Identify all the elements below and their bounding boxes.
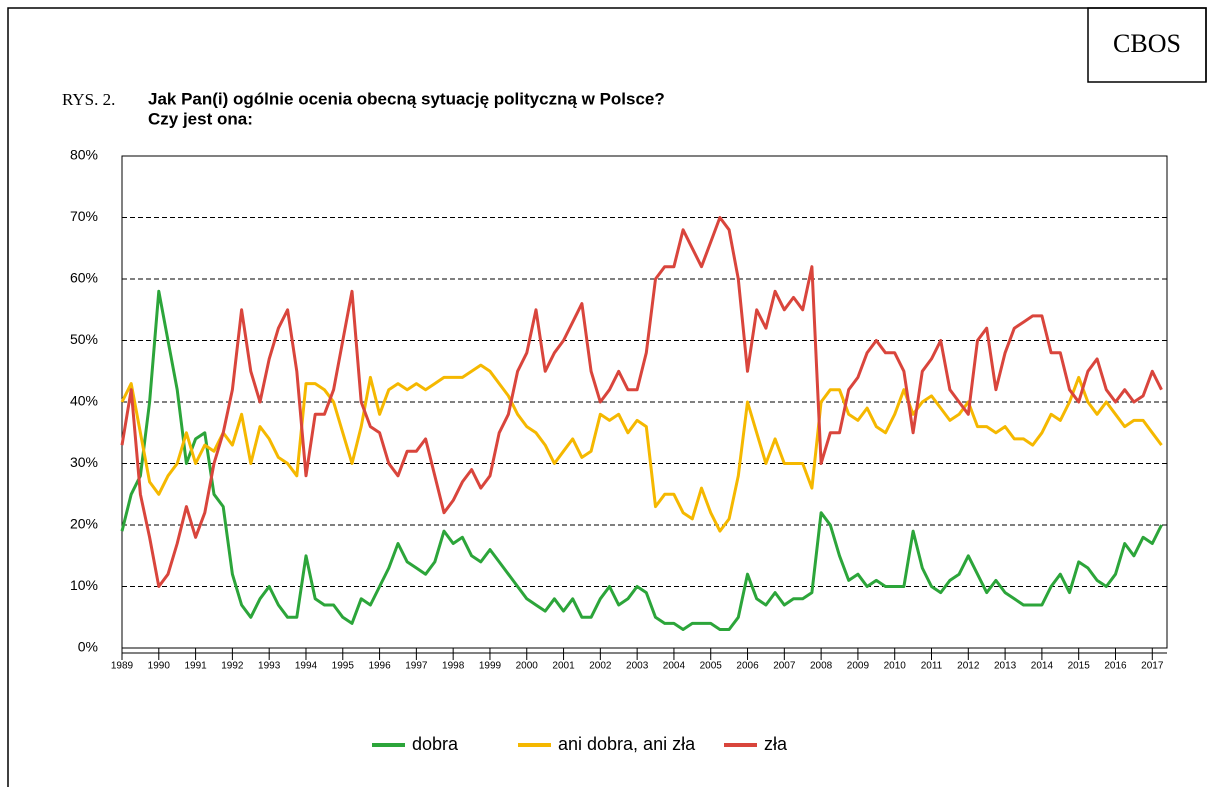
x-tick-label: 1994 [295, 661, 318, 672]
x-tick-label: 1989 [111, 661, 134, 672]
x-tick-label: 2003 [626, 661, 649, 672]
y-tick-label: 20% [70, 516, 98, 532]
x-tick-label: 2002 [589, 661, 612, 672]
figure-label: RYS. 2. [62, 90, 115, 109]
series-line [120, 363, 1163, 533]
x-tick-label: 1998 [442, 661, 465, 672]
source: CBOS [1113, 29, 1181, 58]
y-tick-label: 10% [70, 577, 98, 593]
y-tick-label: 40% [70, 393, 98, 409]
x-tick-label: 2001 [552, 661, 575, 672]
x-tick-label: 2005 [700, 661, 723, 672]
x-tick-label: 2011 [921, 661, 943, 672]
chart-title: Jak Pan(i) ogólnie ocenia obecną sytuacj… [148, 89, 665, 108]
x-tick-label: 2000 [516, 661, 539, 672]
x-tick-label: 1996 [368, 661, 391, 672]
y-tick-label: 50% [70, 331, 98, 347]
x-tick-label: 2004 [663, 661, 686, 672]
x-tick-label: 2013 [994, 661, 1017, 672]
x-tick-label: 1993 [258, 661, 281, 672]
y-tick-label: 30% [70, 454, 98, 470]
x-tick-label: 2007 [773, 661, 796, 672]
x-tick-label: 2012 [957, 661, 980, 672]
y-tick-label: 70% [70, 208, 98, 224]
series-line [120, 216, 1163, 588]
y-tick-label: 0% [78, 639, 98, 655]
x-tick-label: 1995 [332, 661, 355, 672]
x-tick-label: 2009 [847, 661, 870, 672]
x-tick-label: 2017 [1141, 661, 1164, 672]
x-tick-label: 2016 [1104, 661, 1127, 672]
x-tick-label: 2008 [810, 661, 833, 672]
x-tick-label: 2015 [1068, 661, 1091, 672]
x-tick-label: 1990 [148, 661, 171, 672]
x-tick-label: 1992 [221, 661, 244, 672]
legend-label: ani dobra, ani zła [558, 734, 696, 754]
x-tick-label: 1997 [405, 661, 428, 672]
y-tick-label: 60% [70, 270, 98, 286]
y-tick-label: 80% [70, 147, 98, 163]
legend-label: zła [764, 734, 788, 754]
x-tick-label: 1999 [479, 661, 502, 672]
x-tick-label: 2006 [736, 661, 759, 672]
source-box [1087, 7, 1207, 83]
x-tick-label: 2014 [1031, 661, 1054, 672]
x-tick-label: 1991 [184, 661, 207, 672]
series-line [120, 289, 1163, 631]
legend-label: dobra [412, 734, 459, 754]
chart-title: Czy jest ona: [148, 109, 253, 128]
x-tick-label: 2010 [884, 661, 907, 672]
